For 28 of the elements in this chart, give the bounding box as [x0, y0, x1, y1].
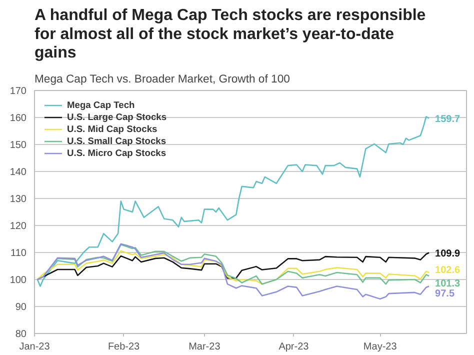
annotation: 109.9 [435, 248, 461, 260]
y-tick-label: 100 [10, 275, 27, 286]
y-tick-label: 110 [10, 248, 27, 259]
y-tick-label: 120 [10, 221, 27, 232]
y-tick-label: 130 [10, 194, 27, 205]
x-tick-label: May-23 [363, 342, 398, 352]
legend-label: U.S. Large Cap Stocks [67, 112, 167, 122]
x-tick-label: Feb-23 [108, 342, 140, 352]
chart-title: A handful of Mega Cap Tech stocks are responsible for almost all of the stock market’s year-to-date gains [34, 7, 426, 62]
chart-subtitle: Mega Cap Tech vs. Broader Market, Growth of 100 [34, 74, 290, 86]
annotation: 102.6 [435, 264, 461, 276]
y-tick-label: 160 [10, 113, 27, 124]
y-tick-label: 80 [15, 329, 27, 340]
annotation: 97.5 [435, 288, 455, 300]
y-tick-label: 140 [10, 167, 27, 178]
legend-label: U.S. Mid Cap Stocks [67, 124, 158, 134]
x-tick-label: Apr-23 [278, 342, 310, 352]
x-tick-label: Mar-23 [188, 342, 221, 352]
x-tick-label: Jan-23 [19, 342, 50, 352]
legend-label: U.S. Micro Cap Stocks [67, 148, 166, 158]
y-tick-label: 170 [10, 86, 27, 97]
annotation: 101.3 [435, 278, 461, 290]
legend-label: U.S. Small Cap Stocks [67, 136, 166, 146]
y-tick-label: 90 [15, 302, 27, 313]
y-tick-label: 150 [10, 140, 27, 151]
line-series [36, 243, 430, 300]
legend-label: Mega Cap Tech [67, 100, 135, 110]
annotation: 159.7 [435, 114, 461, 125]
